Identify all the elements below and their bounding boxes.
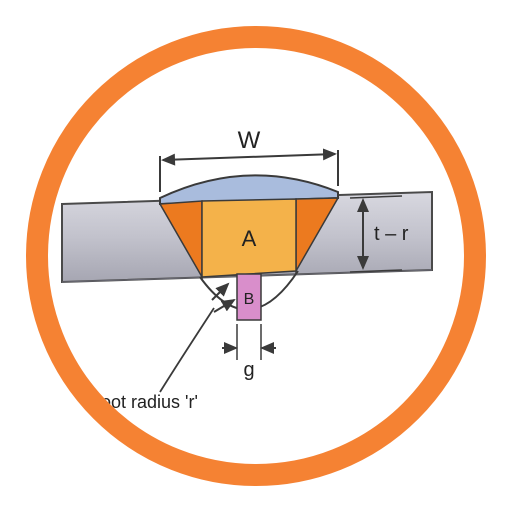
label-w: W [238, 127, 261, 154]
label-g: g [243, 359, 254, 381]
label-tr: t – r [374, 223, 409, 245]
label-region-b: B [244, 291, 255, 308]
diagram-group: W t – r g Root radius 'r' A B [62, 127, 432, 412]
diagram-canvas: W t – r g Root radius 'r' A B [0, 0, 512, 512]
stage: W t – r g Root radius 'r' A B [0, 0, 512, 512]
label-region-a: A [242, 226, 257, 251]
root-leader [160, 308, 214, 392]
dim-w-line [163, 154, 335, 160]
